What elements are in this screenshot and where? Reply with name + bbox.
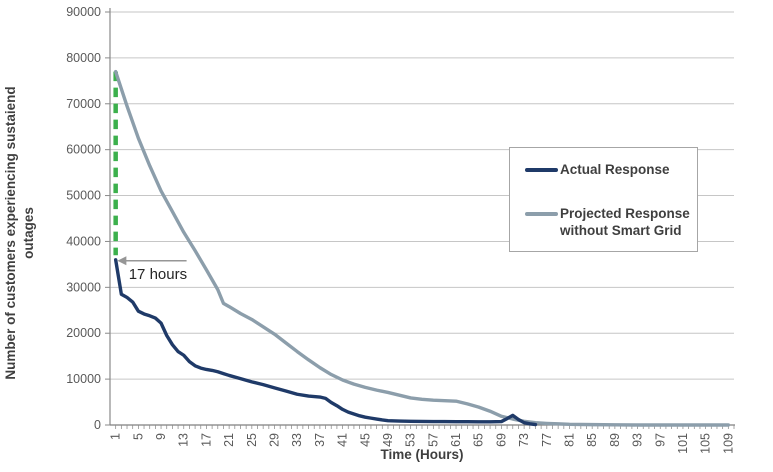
x-tick-label: 49 bbox=[381, 433, 395, 447]
x-tick-label: 69 bbox=[494, 433, 508, 447]
y-tick-label: 50000 bbox=[66, 189, 101, 203]
x-tick-label: 89 bbox=[608, 433, 622, 447]
x-tick-label: 61 bbox=[449, 433, 463, 447]
legend-box: Actual Response Projected Response witho… bbox=[509, 147, 698, 252]
legend-item-actual-response: Actual Response bbox=[525, 161, 691, 179]
y-tick-label: 90000 bbox=[66, 5, 101, 19]
y-tick-label: 80000 bbox=[66, 51, 101, 65]
actual-response-line-swatch bbox=[525, 168, 558, 172]
x-tick-label: 57 bbox=[426, 433, 440, 447]
y-tick-label: 40000 bbox=[66, 234, 101, 248]
x-tick-label: 93 bbox=[631, 433, 645, 447]
x-tick-label: 37 bbox=[313, 433, 327, 447]
annotation-arrowhead-left-icon bbox=[117, 256, 127, 266]
y-tick-label: 30000 bbox=[66, 280, 101, 294]
gridlines bbox=[110, 11, 734, 380]
y-axis-title: Number of customers experiencing sustaie… bbox=[2, 18, 40, 448]
x-tick-label: 17 bbox=[199, 433, 213, 447]
y-axis-title-line2: outages bbox=[20, 207, 36, 259]
y-tick-label: 70000 bbox=[66, 97, 101, 111]
x-tick-label: 5 bbox=[131, 433, 145, 440]
x-tick-label: 97 bbox=[653, 433, 667, 447]
x-tick-label: 33 bbox=[290, 433, 304, 447]
annotation-label: 17 hours bbox=[129, 266, 187, 283]
x-tick-label: 9 bbox=[154, 433, 168, 440]
y-axis-title-line1: Number of customers experiencing sustaie… bbox=[3, 86, 18, 380]
x-axis-title: Time (Hours) bbox=[380, 447, 464, 462]
x-tick-label: 85 bbox=[585, 433, 599, 447]
x-tick-label: 21 bbox=[222, 433, 236, 447]
y-tick-label: 10000 bbox=[66, 372, 101, 386]
x-tick-label: 65 bbox=[472, 433, 486, 447]
y-tick-label: 0 bbox=[94, 418, 101, 432]
y-tick-label: 60000 bbox=[66, 143, 101, 157]
x-tick-label: 45 bbox=[358, 433, 372, 447]
x-tick-label: 29 bbox=[268, 433, 282, 447]
legend-label-projected-response: Projected Response without Smart Grid bbox=[560, 205, 690, 239]
legend-item-projected-response: Projected Response without Smart Grid bbox=[525, 205, 691, 240]
x-tick-label: 77 bbox=[540, 433, 554, 447]
x-tick-label: 81 bbox=[562, 433, 576, 447]
x-tick-label: 101 bbox=[676, 433, 690, 454]
x-tick-label: 13 bbox=[177, 433, 191, 447]
y-axis: 0 10000 20000 30000 40000 50000 60000 70000 8000… bbox=[66, 5, 111, 432]
seventeen-hours-annotation: 17 hours bbox=[117, 256, 187, 283]
x-tick-label: 105 bbox=[699, 433, 713, 454]
line-projected-response-without-smart-grid bbox=[113, 69, 731, 427]
projected-response-line-swatch bbox=[525, 211, 558, 216]
x-tick-label: 53 bbox=[404, 433, 418, 447]
x-tick-label: 1 bbox=[109, 433, 123, 440]
legend-label-actual-response: Actual Response bbox=[560, 162, 670, 177]
y-tick-label: 20000 bbox=[66, 326, 101, 340]
x-tick-label: 25 bbox=[245, 433, 259, 447]
x-tick-label: 109 bbox=[721, 433, 735, 454]
x-axis: 1 5 9 13 17 21 25 29 33 37 41 45 49 53 57 61 65 69 73 77 81 8… bbox=[109, 424, 735, 454]
line-actual-response bbox=[113, 258, 538, 427]
x-tick-label: 41 bbox=[336, 433, 350, 447]
x-tick-label: 73 bbox=[517, 433, 531, 447]
